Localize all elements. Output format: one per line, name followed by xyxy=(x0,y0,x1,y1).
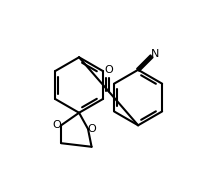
Text: N: N xyxy=(151,49,159,59)
Text: O: O xyxy=(88,124,96,134)
Text: O: O xyxy=(104,65,113,75)
Text: O: O xyxy=(53,120,62,130)
